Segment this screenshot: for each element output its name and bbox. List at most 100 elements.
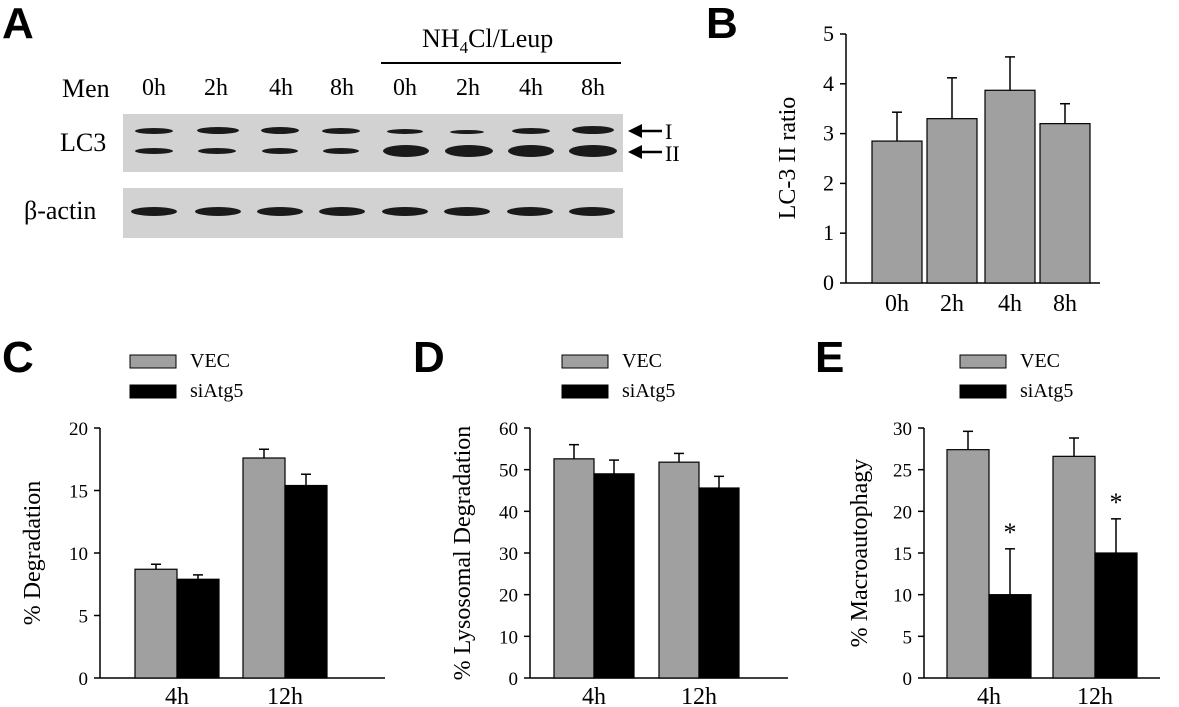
lc3-i-band xyxy=(450,130,484,134)
lc3-ii-band xyxy=(569,145,617,157)
bar xyxy=(984,89,1036,284)
y-tick-label: 10 xyxy=(893,586,912,607)
actin-blot-membrane xyxy=(123,188,623,238)
actin-band xyxy=(131,207,177,216)
y-axis-label: % Macroautophagy xyxy=(847,459,873,648)
lane-label: 2h xyxy=(456,75,480,101)
lc3-ii-band xyxy=(323,148,359,154)
y-tick-label: 15 xyxy=(69,482,88,503)
legend-swatch xyxy=(129,354,177,369)
bar xyxy=(946,449,990,679)
y-axis-label: % Degradation xyxy=(20,481,46,626)
y-tick-label: 50 xyxy=(499,461,518,482)
lane-label: 0h xyxy=(393,75,417,101)
y-tick-label: 30 xyxy=(499,544,518,565)
lc3-i-band xyxy=(512,128,550,134)
legend-label: VEC xyxy=(1020,350,1060,372)
actin-band xyxy=(319,207,365,216)
y-tick-label: 0 xyxy=(79,669,89,690)
y-tick-label: 3 xyxy=(823,121,834,146)
bar xyxy=(553,458,595,679)
bar xyxy=(926,118,978,284)
y-tick-label: 25 xyxy=(893,461,912,482)
actin-row-label: β-actin xyxy=(24,196,97,225)
bar xyxy=(242,457,286,679)
lc3-i-band xyxy=(572,126,614,134)
legend-swatch xyxy=(129,384,177,399)
legend-label: siAtg5 xyxy=(622,380,675,402)
bar xyxy=(871,140,923,284)
bar xyxy=(1052,455,1096,679)
y-tick-label: 30 xyxy=(893,419,912,440)
lc3-i-band xyxy=(197,127,239,134)
lc3-ii-band xyxy=(383,145,429,157)
x-tick-label: 0h xyxy=(885,291,909,317)
lane-label: 0h xyxy=(142,75,166,101)
bar xyxy=(284,484,328,679)
x-tick-label: 8h xyxy=(1053,291,1077,317)
legend-label: siAtg5 xyxy=(1020,380,1073,402)
lc3-ii-band xyxy=(262,148,298,154)
blot-header-label: Men xyxy=(62,74,110,103)
y-tick-label: 0 xyxy=(823,270,834,295)
panel-letter-e: E xyxy=(815,333,845,382)
actin-band xyxy=(382,207,428,216)
bar xyxy=(1094,552,1138,679)
lane-label: 2h xyxy=(204,75,228,101)
lc3-blot-membrane xyxy=(123,114,623,172)
y-tick-label: 5 xyxy=(79,607,89,628)
x-tick-label: 4h xyxy=(582,684,606,707)
y-tick-label: 10 xyxy=(499,627,518,648)
y-tick-label: 15 xyxy=(893,544,912,565)
legend-label: VEC xyxy=(190,350,230,372)
x-tick-label: 12h xyxy=(267,684,303,707)
y-tick-label: 1 xyxy=(823,220,834,245)
legend-swatch xyxy=(561,354,609,369)
x-tick-label: 12h xyxy=(681,684,717,707)
bar xyxy=(698,487,740,679)
significance-marker: * xyxy=(1110,488,1123,517)
x-tick-label: 2h xyxy=(940,291,964,317)
y-tick-label: 60 xyxy=(499,419,518,440)
panel-letter-d: D xyxy=(413,333,445,382)
actin-band xyxy=(257,207,303,216)
y-tick-label: 20 xyxy=(499,586,518,607)
y-tick-label: 4 xyxy=(823,71,834,96)
y-axis-label: % Lysosomal Degradation xyxy=(450,426,476,681)
lc3-ii-band xyxy=(445,145,493,157)
y-axis-label: LC-3 II ratio xyxy=(775,97,801,220)
lane-label: 8h xyxy=(330,75,354,101)
legend-swatch xyxy=(561,384,609,399)
x-tick-label: 4h xyxy=(977,684,1001,707)
actin-band xyxy=(507,207,553,216)
y-tick-label: 40 xyxy=(499,502,518,523)
bar xyxy=(176,578,220,679)
significance-marker: * xyxy=(1004,518,1017,547)
lc3-i-band xyxy=(322,128,360,134)
y-tick-label: 5 xyxy=(823,21,834,46)
y-tick-label: 5 xyxy=(903,627,913,648)
lane-label: 4h xyxy=(269,75,293,101)
lc3-i-band xyxy=(261,127,299,134)
actin-band xyxy=(569,207,615,216)
lc3-ii-band xyxy=(508,145,554,157)
legend-swatch xyxy=(959,354,1007,369)
actin-band xyxy=(195,207,241,216)
bar xyxy=(1039,123,1091,284)
lc3-i-band xyxy=(387,129,423,134)
y-tick-label: 20 xyxy=(69,419,88,440)
lane-label: 4h xyxy=(519,75,543,101)
panel-letter-b: B xyxy=(706,0,738,48)
panel-letter-a: A xyxy=(2,0,34,48)
x-tick-label: 4h xyxy=(165,684,189,707)
y-tick-label: 0 xyxy=(509,669,519,690)
y-tick-label: 10 xyxy=(69,544,88,565)
x-tick-label: 12h xyxy=(1077,684,1113,707)
bar xyxy=(134,568,178,679)
legend-swatch xyxy=(959,384,1007,399)
x-tick-label: 4h xyxy=(998,291,1022,317)
y-tick-label: 0 xyxy=(903,669,913,690)
arrow-i-label: I xyxy=(665,119,673,144)
lc3-ii-band xyxy=(135,148,173,154)
